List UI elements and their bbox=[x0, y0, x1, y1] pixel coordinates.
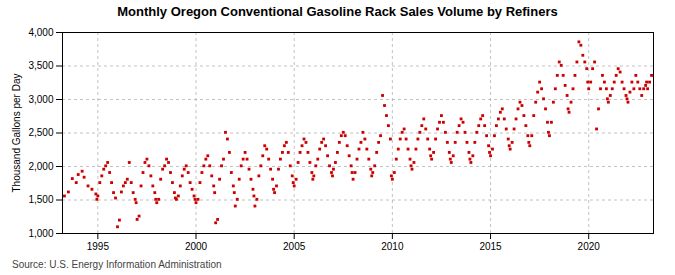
svg-text:2,000: 2,000 bbox=[28, 161, 53, 172]
svg-text:2005: 2005 bbox=[283, 241, 306, 252]
html-text:Monthly Oregon Conventional Ga: Monthly Oregon Conventional Gasoline Rac… bbox=[117, 4, 558, 19]
svg-text:3,500: 3,500 bbox=[28, 60, 53, 71]
svg-text:1,500: 1,500 bbox=[28, 194, 53, 205]
svg-text:2020: 2020 bbox=[578, 241, 601, 252]
svg-text:2010: 2010 bbox=[381, 241, 404, 252]
svg-text:1,000: 1,000 bbox=[28, 228, 53, 239]
svg-text:2,500: 2,500 bbox=[28, 127, 53, 138]
html-text:Source: U.S. Energy Informatio: Source: U.S. Energy Information Administ… bbox=[12, 259, 222, 270]
svg-text:Thousand Gallons per Day: Thousand Gallons per Day bbox=[11, 74, 22, 193]
svg-text:1995: 1995 bbox=[87, 241, 110, 252]
svg-text:2000: 2000 bbox=[185, 241, 208, 252]
svg-text:3,000: 3,000 bbox=[28, 94, 53, 105]
svg-text:2015: 2015 bbox=[479, 241, 502, 252]
svg-text:4,000: 4,000 bbox=[28, 27, 53, 38]
